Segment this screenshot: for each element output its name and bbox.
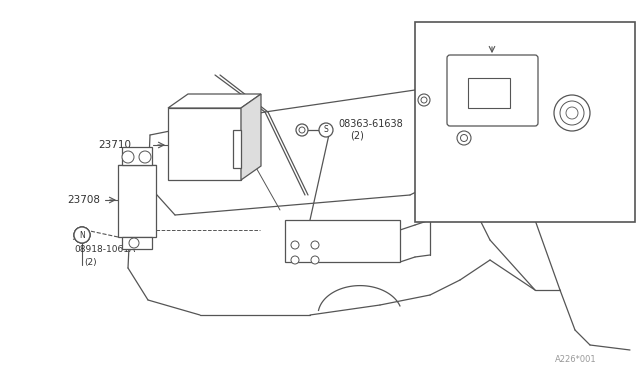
Circle shape: [139, 151, 151, 163]
Circle shape: [457, 131, 471, 145]
Circle shape: [291, 256, 299, 264]
Circle shape: [299, 127, 305, 133]
Circle shape: [296, 124, 308, 136]
Text: 23710: 23710: [98, 140, 131, 150]
Circle shape: [418, 94, 430, 106]
Bar: [233, 130, 241, 168]
Bar: [468, 78, 510, 108]
Circle shape: [421, 97, 427, 103]
Circle shape: [122, 151, 134, 163]
Text: 23708: 23708: [67, 195, 100, 205]
Circle shape: [566, 107, 578, 119]
Bar: [122, 147, 152, 165]
Text: S: S: [324, 125, 328, 135]
Circle shape: [311, 256, 319, 264]
Circle shape: [291, 241, 299, 249]
Circle shape: [78, 231, 86, 239]
Circle shape: [311, 241, 319, 249]
Bar: [118, 165, 156, 237]
Text: (2): (2): [84, 259, 97, 267]
Text: A226*001: A226*001: [555, 356, 596, 365]
Bar: [122, 237, 152, 249]
Circle shape: [560, 101, 584, 125]
Text: 08918-1061A: 08918-1061A: [74, 246, 135, 254]
Text: 22672: 22672: [478, 25, 511, 35]
Circle shape: [129, 238, 139, 248]
Bar: [415, 22, 635, 222]
Circle shape: [554, 95, 590, 131]
Circle shape: [461, 135, 467, 141]
Circle shape: [74, 227, 90, 243]
Bar: [285, 220, 400, 262]
Circle shape: [74, 227, 90, 243]
Text: N: N: [79, 231, 85, 240]
Polygon shape: [168, 94, 261, 108]
Circle shape: [319, 123, 333, 137]
Bar: [168, 108, 241, 180]
Text: 08363-61638: 08363-61638: [338, 119, 403, 129]
Text: (2): (2): [350, 131, 364, 141]
Circle shape: [74, 227, 90, 243]
Text: 22611A: 22611A: [450, 150, 490, 160]
FancyBboxPatch shape: [447, 55, 538, 126]
Polygon shape: [241, 94, 261, 180]
